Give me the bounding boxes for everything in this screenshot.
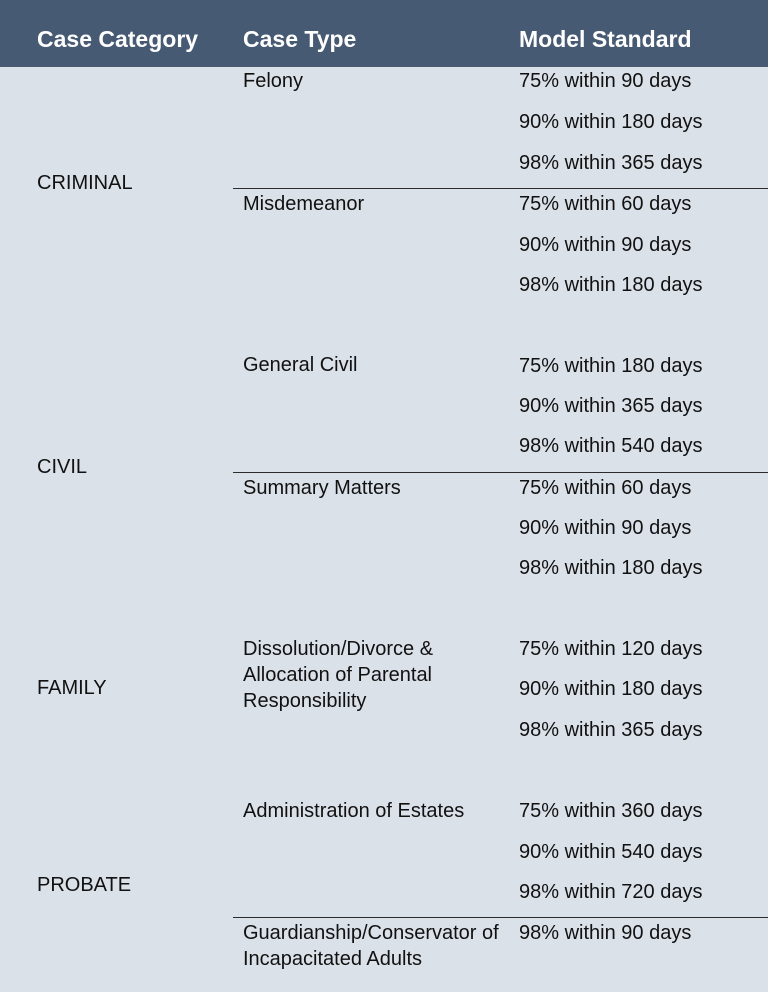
standard-cell: 98% within 180 days bbox=[519, 557, 703, 579]
category-civil: CIVIL bbox=[37, 456, 88, 478]
standard-cell: 75% within 360 days bbox=[519, 800, 703, 822]
standard-cell: 90% within 90 days bbox=[519, 234, 692, 256]
category-criminal: CRIMINAL bbox=[37, 172, 133, 194]
category-family: FAMILY bbox=[37, 677, 107, 699]
standard-cell: 90% within 540 days bbox=[519, 841, 703, 863]
header-case-type: Case Type bbox=[243, 26, 357, 52]
table-header: Case Category Case Type Model Standard bbox=[0, 0, 768, 67]
standard-cell: 75% within 180 days bbox=[519, 355, 703, 377]
case-type-summary-matters: Summary Matters bbox=[243, 477, 401, 499]
standard-cell: 98% within 365 days bbox=[519, 152, 703, 174]
standard-cell: 75% within 90 days bbox=[519, 70, 692, 92]
header-model-standard: Model Standard bbox=[519, 26, 692, 52]
standard-cell: 90% within 180 days bbox=[519, 111, 703, 133]
standard-cell: 98% within 365 days bbox=[519, 719, 703, 741]
row-divider bbox=[233, 472, 768, 473]
standard-cell: 75% within 60 days bbox=[519, 193, 692, 215]
standard-cell: 75% within 120 days bbox=[519, 638, 703, 660]
case-type-felony: Felony bbox=[243, 70, 304, 92]
case-type-dissolution: Dissolution/Divorce & Allocation of Pare… bbox=[243, 638, 434, 712]
row-divider bbox=[233, 917, 768, 918]
standard-cell: 90% within 365 days bbox=[519, 395, 703, 417]
standard-cell: 98% within 540 days bbox=[519, 435, 703, 457]
header-case-category: Case Category bbox=[37, 26, 199, 52]
case-type-administration-of-estates: Administration of Estates bbox=[243, 800, 465, 822]
case-type-general-civil: General Civil bbox=[243, 354, 358, 376]
category-probate: PROBATE bbox=[37, 874, 132, 896]
standard-cell: 98% within 180 days bbox=[519, 274, 703, 296]
standard-cell: 98% within 720 days bbox=[519, 881, 703, 903]
standard-cell: 90% within 90 days bbox=[519, 517, 692, 539]
case-type-misdemeanor: Misdemeanor bbox=[243, 193, 365, 215]
row-divider bbox=[233, 188, 768, 189]
standard-cell: 98% within 90 days bbox=[519, 922, 692, 944]
standard-cell: 90% within 180 days bbox=[519, 678, 703, 700]
case-type-guardianship: Guardianship/Conservator of Incapacitate… bbox=[243, 922, 499, 970]
standard-cell: 75% within 60 days bbox=[519, 477, 692, 499]
